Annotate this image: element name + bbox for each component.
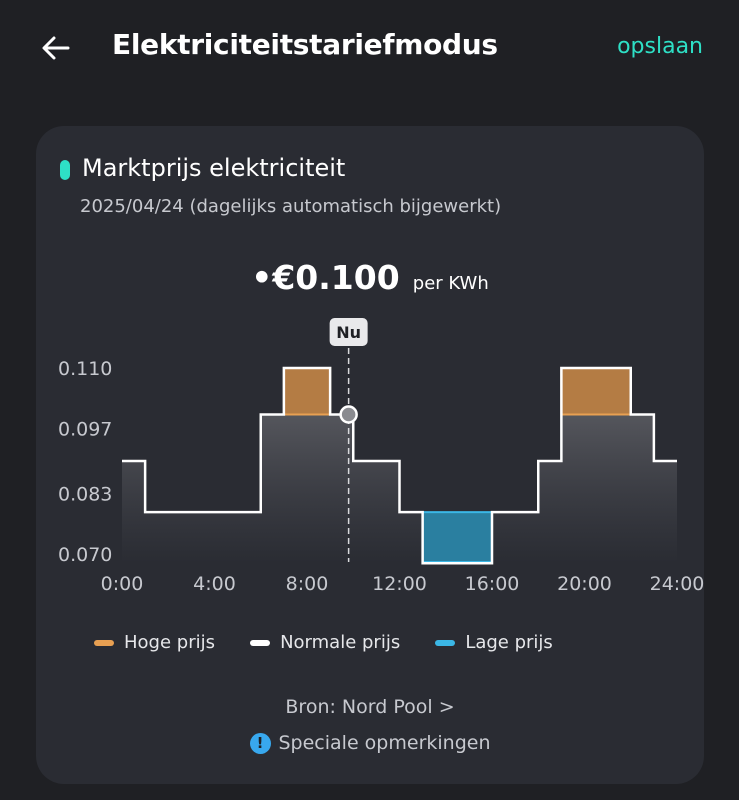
price-step-line	[122, 366, 677, 565]
x-tick-label: 4:00	[193, 573, 236, 594]
chart-legend: Hoge prijs Normale prijs Lage prijs	[94, 632, 583, 656]
y-tick-label: 0.110	[58, 358, 112, 380]
legend-low-label: Lage prijs	[465, 632, 553, 653]
price-card: Marktprijs elektriciteit 2025/04/24 (dag…	[36, 126, 704, 784]
high-price-block	[560, 367, 632, 416]
now-label: Nu	[336, 323, 361, 342]
legend-item-low: Lage prijs	[435, 632, 553, 653]
source-link[interactable]: Bron: Nord Pool >	[285, 696, 455, 718]
low-price-block	[421, 511, 493, 563]
page-title: Elektriciteitstariefmodus	[112, 28, 498, 61]
legend-item-normal: Normale prijs	[250, 632, 400, 653]
x-tick-label: 12:00	[372, 573, 427, 594]
arrow-left-icon	[42, 36, 70, 60]
price-chart[interactable]: 0.070 0.083 0.097 0.110 0:00 4:00 8:00 12:00 16:…	[36, 314, 704, 594]
back-button[interactable]	[36, 30, 76, 70]
high-price-block	[282, 367, 332, 416]
save-button[interactable]: opslaan	[617, 34, 703, 59]
now-badge	[329, 318, 368, 346]
header: Elektriciteitstariefmodus opslaan	[0, 0, 739, 100]
x-tick-label: 20:00	[557, 573, 612, 594]
card-date: 2025/04/24 (dagelijks automatisch bijgew…	[80, 196, 502, 217]
x-tick-label: 8:00	[286, 573, 329, 594]
x-tick-label: 0:00	[101, 573, 144, 594]
legend-item-high: Hoge prijs	[94, 632, 215, 653]
info-icon: !	[249, 733, 271, 754]
legend-high-label: Hoge prijs	[124, 632, 215, 653]
x-tick-label: 16:00	[465, 573, 520, 594]
normal-swatch	[250, 640, 271, 646]
card-title: Marktprijs elektriciteit	[82, 154, 346, 182]
special-notes-link[interactable]: ! Speciale opmerkingen	[36, 732, 704, 754]
notes-label: Speciale opmerkingen	[278, 732, 491, 754]
accent-dot	[60, 160, 70, 180]
high-swatch	[94, 640, 114, 646]
now-point	[339, 405, 358, 424]
low-swatch	[435, 640, 456, 646]
x-tick-label: 24:00	[650, 573, 704, 594]
y-tick-label: 0.097	[58, 418, 112, 440]
y-tick-label: 0.083	[58, 484, 112, 506]
y-tick-label: 0.070	[58, 544, 112, 566]
current-price: •€0.100 per KWh	[36, 258, 704, 297]
price-value: •€0.100	[251, 258, 400, 297]
price-unit: per KWh	[412, 273, 489, 294]
legend-normal-label: Normale prijs	[280, 632, 401, 653]
